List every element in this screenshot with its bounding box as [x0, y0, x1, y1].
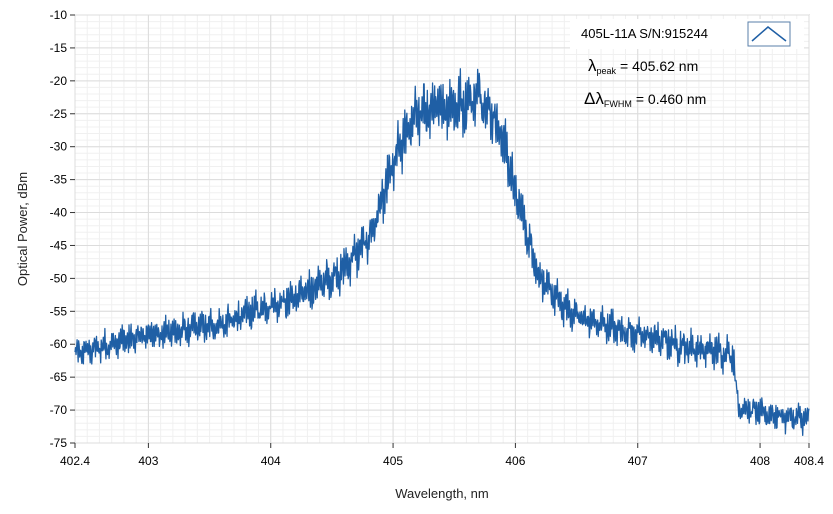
y-tick-label: -10: [50, 8, 68, 22]
peak-annotation: λpeak = 405.62 nm: [588, 56, 698, 76]
y-tick-label: -70: [50, 403, 68, 417]
y-tick-label: -30: [50, 140, 68, 154]
y-tick-label: -60: [50, 337, 68, 351]
x-tick-label: 403: [138, 454, 158, 468]
x-tick-label: 408: [750, 454, 770, 468]
series-layer: [74, 68, 810, 437]
y-tick-label: -20: [50, 74, 68, 88]
y-tick-label: -15: [50, 41, 68, 55]
x-tick-label: 405: [383, 454, 403, 468]
y-axis-title: Optical Power, dBm: [15, 172, 30, 286]
y-tick-label: -75: [50, 436, 68, 450]
y-tick-label: -55: [50, 304, 68, 318]
fwhm-subscript: FWHM: [604, 99, 632, 109]
major-grid: [74, 14, 810, 444]
minor-grid: [74, 14, 810, 444]
x-axis: 402.4 403 404 405 406 407 408 408.4: [60, 443, 824, 468]
fwhm-symbol: Δλ: [584, 89, 604, 108]
svg-text:ΔλFWHM= 0.460 nm: ΔλFWHM = 0.460 nm: [584, 89, 706, 109]
y-axis: -10 -15 -20 -25 -30 -35 -40 -45 -50 -55 -60 -65 -70 -…: [50, 8, 75, 450]
legend-line-icon: [751, 26, 787, 42]
x-tick-label: 402.4: [60, 454, 90, 468]
x-tick-label: 408.4: [794, 454, 824, 468]
legend: 405L-11A S/N:915244: [570, 19, 804, 49]
y-tick-label: -50: [50, 271, 68, 285]
y-tick-label: -45: [50, 238, 68, 252]
y-tick-label: -65: [50, 370, 68, 384]
y-tick-label: -40: [50, 206, 68, 220]
y-tick-label: -25: [50, 107, 68, 121]
series-line-405L-11A: [74, 68, 810, 437]
x-tick-label: 407: [628, 454, 648, 468]
peak-symbol: λ: [588, 56, 597, 75]
x-tick-label: 406: [505, 454, 525, 468]
legend-label: 405L-11A S/N:915244: [581, 26, 708, 41]
svg-text:λpeak= 405.62 nm: λpeak = 405.62 nm: [588, 56, 698, 76]
x-axis-title: Wavelength, nm: [395, 486, 488, 501]
peak-value: = 405.62 nm: [620, 58, 698, 74]
x-tick-label: 404: [261, 454, 281, 468]
fwhm-value: = 0.460 nm: [636, 91, 706, 107]
fwhm-annotation: ΔλFWHM = 0.460 nm: [584, 89, 706, 109]
peak-subscript: peak: [597, 66, 617, 76]
legend-swatch-box: [747, 21, 791, 47]
y-tick-label: -35: [50, 173, 68, 187]
